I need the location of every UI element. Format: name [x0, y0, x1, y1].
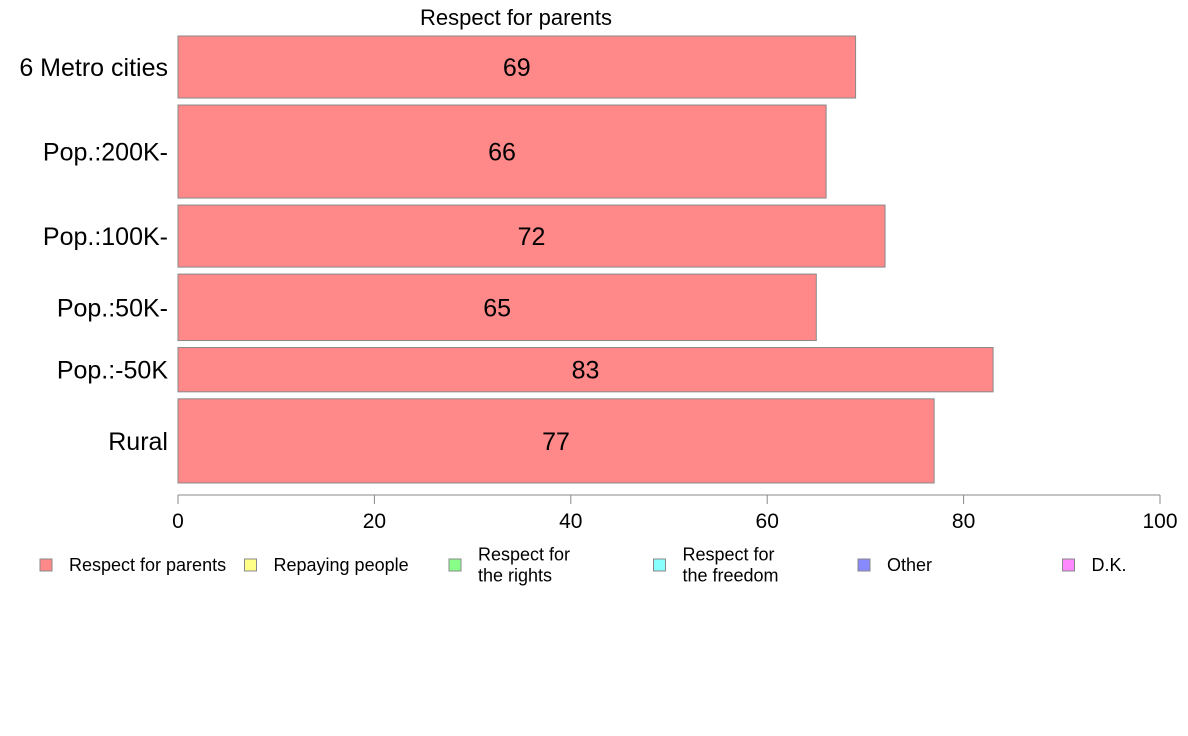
x-tick-label: 60 [756, 510, 779, 533]
bar-value-label: 72 [518, 223, 546, 251]
x-tick-label: 80 [952, 510, 975, 533]
x-tick-label: 40 [559, 510, 582, 533]
legend-swatch [244, 558, 257, 572]
category-label: Pop.:-50K [57, 357, 169, 385]
bar-value-label: 65 [483, 294, 511, 322]
legend-label: D.K. [1092, 555, 1127, 575]
legend-swatch [653, 558, 666, 572]
legend-label: the freedom [683, 566, 779, 586]
bars-group: 69 6 Metro cities 66 Pop.:200K- 72 Pop.:100K-… [19, 35, 994, 484]
category-label: Pop.:100K- [43, 223, 168, 251]
bar [177, 398, 935, 484]
bar-value-label: 69 [503, 54, 531, 82]
x-axis: 0 20 40 60 80 100 [172, 494, 1178, 533]
bar [177, 104, 827, 199]
bar [177, 273, 817, 342]
legend-swatch [39, 558, 53, 572]
legend-swatch [448, 558, 462, 572]
legend-label: Other [887, 555, 932, 575]
bar-value-label: 66 [488, 139, 516, 167]
category-label: Pop.:50K- [57, 294, 168, 322]
category-label: 6 Metro cities [19, 54, 168, 82]
bar [177, 35, 857, 99]
legend: Respect for parents Repaying people Respec… [39, 545, 1127, 586]
x-tick-label: 0 [172, 510, 184, 533]
x-tick-label: 20 [363, 510, 386, 533]
category-label: Rural [108, 428, 168, 456]
legend-label: Respect for [683, 545, 775, 565]
chart-title: Respect for parents [420, 5, 612, 30]
legend-label: Respect for [478, 545, 570, 565]
legend-swatch [1062, 558, 1075, 572]
legend-swatch [857, 558, 871, 572]
legend-label: Repaying people [274, 555, 409, 575]
legend-label: the rights [478, 566, 552, 586]
bar [177, 347, 994, 393]
bar [177, 204, 886, 268]
category-label: Pop.:200K- [43, 139, 168, 167]
legend-label: Respect for parents [69, 555, 226, 575]
x-tick-label: 100 [1142, 510, 1177, 533]
bar-value-label: 77 [542, 428, 570, 456]
bar-value-label: 83 [572, 357, 600, 385]
